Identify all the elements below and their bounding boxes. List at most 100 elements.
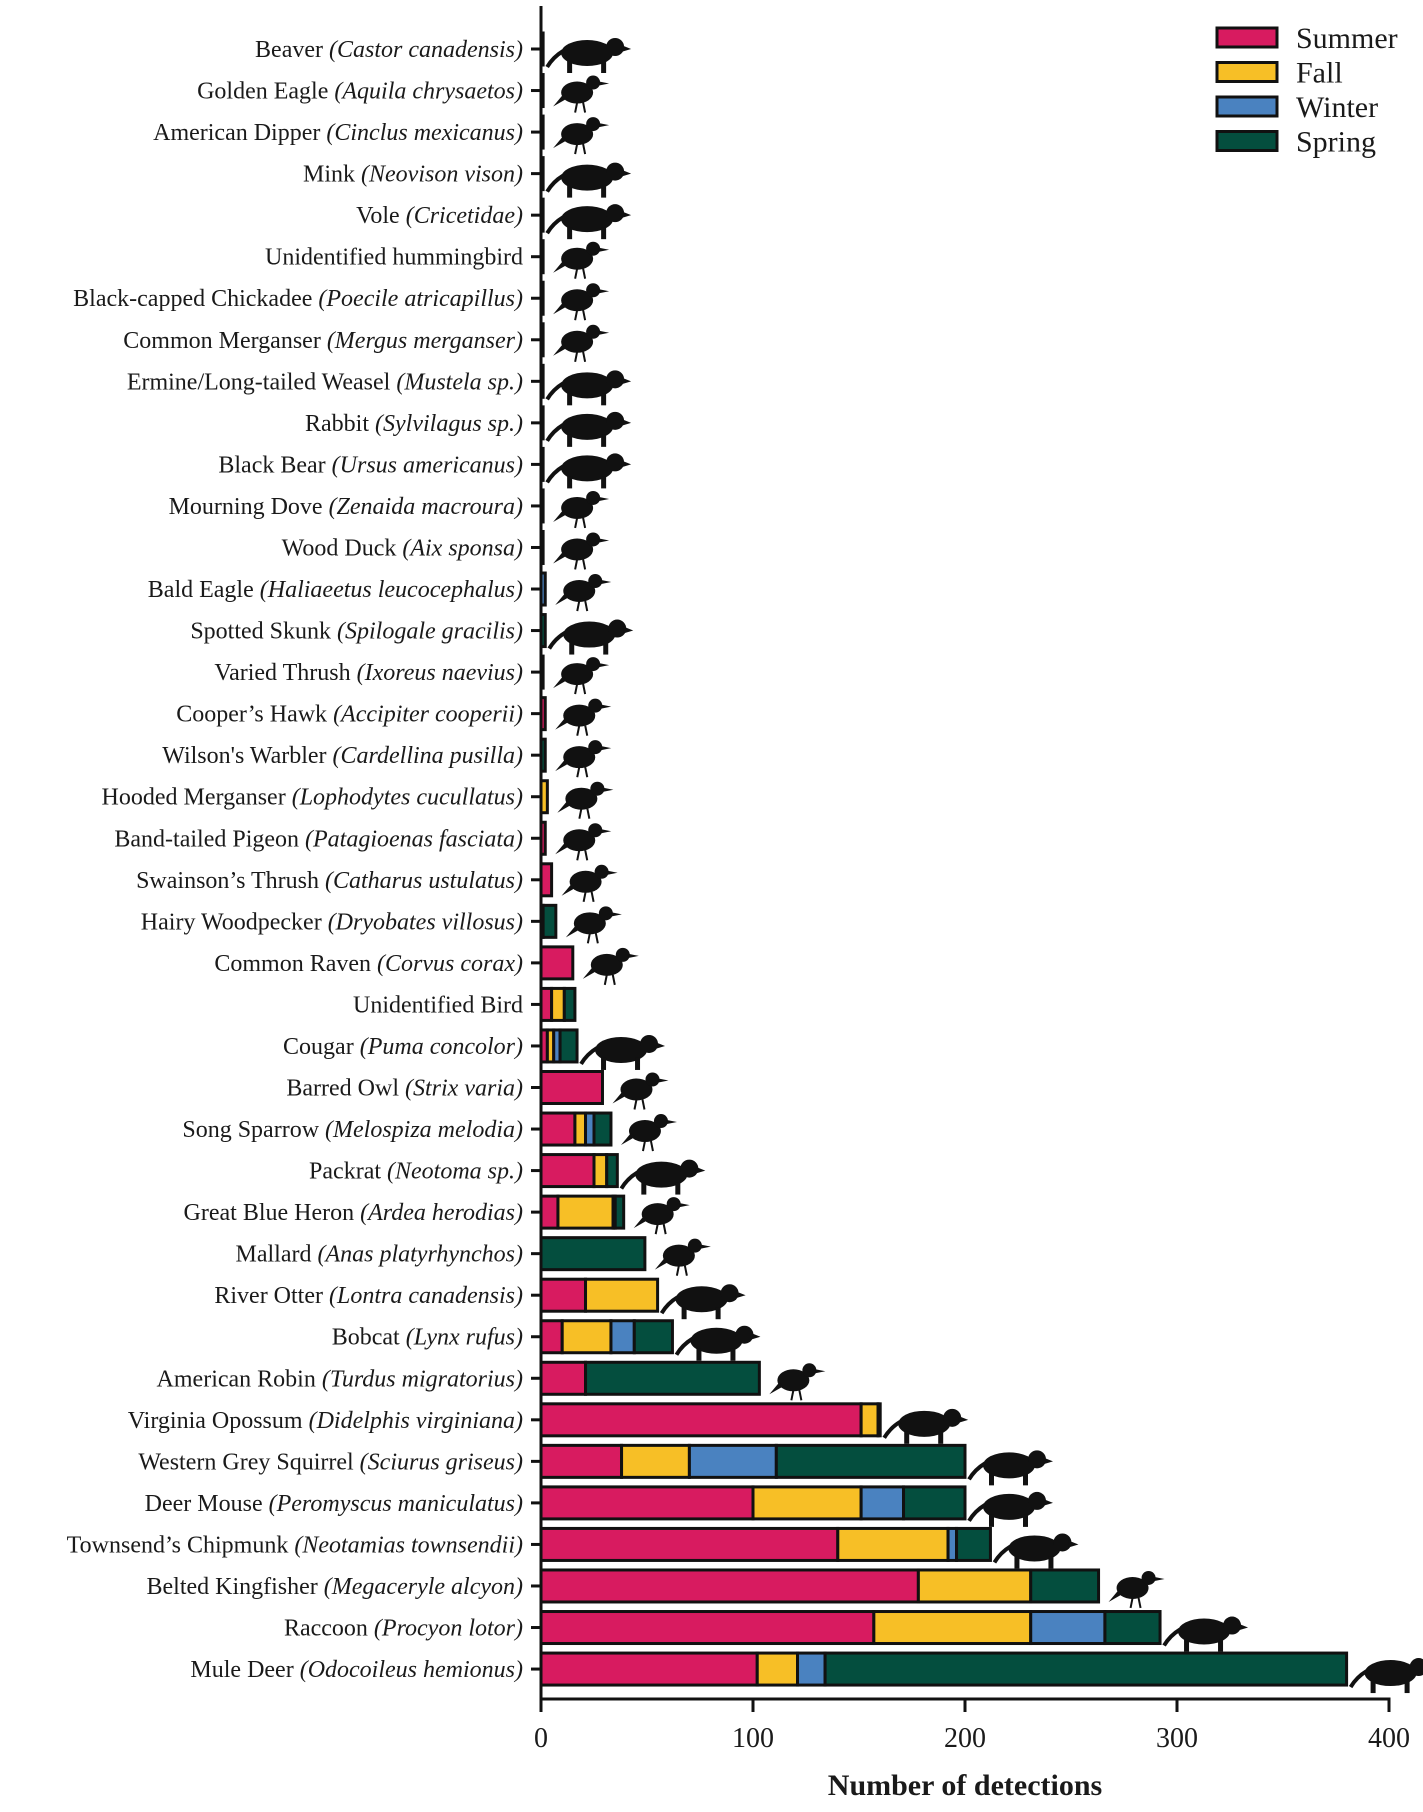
y-tick-label: Varied Thrush (Ixoreus naevius) bbox=[214, 660, 523, 686]
common-name: Hairy Woodpecker bbox=[141, 909, 322, 935]
hooded-merganser-icon bbox=[557, 781, 614, 819]
bar-segment-spring bbox=[613, 1194, 626, 1230]
bar-segment-summer bbox=[539, 1485, 755, 1521]
bar-segment-summer bbox=[539, 1194, 560, 1230]
raccoon-icon bbox=[1162, 1616, 1249, 1652]
common-name: Ermine/Long-tailed Weasel bbox=[127, 369, 391, 395]
bar-segment-spring bbox=[632, 1319, 674, 1355]
y-tick-label: Rabbit (Sylvilagus sp.) bbox=[305, 411, 523, 437]
common-name: Bobcat bbox=[332, 1325, 400, 1351]
scientific-name: (Neotoma sp.) bbox=[381, 1159, 523, 1185]
common-name: Wood Duck bbox=[282, 535, 397, 561]
river-otter-icon bbox=[659, 1284, 746, 1320]
scientific-name: (Catharus ustulatus) bbox=[319, 868, 523, 894]
scientific-name: (Mergus merganser) bbox=[321, 328, 523, 354]
legend-item-winter: Winter bbox=[1215, 91, 1378, 124]
legend-label: Spring bbox=[1296, 126, 1376, 159]
song-sparrow-icon bbox=[620, 1114, 677, 1152]
bar-segment-summer bbox=[539, 1402, 863, 1438]
y-tick-label: Packrat (Neotoma sp.) bbox=[309, 1159, 523, 1185]
bar-row bbox=[539, 1568, 1101, 1604]
common-name: Belted Kingfisher bbox=[146, 1574, 317, 1600]
bar-segment-fall bbox=[560, 1319, 613, 1355]
common-name: Western Grey Squirrel bbox=[138, 1449, 354, 1475]
scientific-name: (Neovison vison) bbox=[355, 162, 523, 188]
scientific-name: (Cinclus mexicanus) bbox=[320, 120, 523, 146]
common-name: Barred Owl bbox=[286, 1076, 399, 1102]
scientific-name: (Spilogale gracilis) bbox=[331, 619, 523, 645]
bar-row bbox=[539, 1153, 619, 1189]
scientific-name: (Puma concolor) bbox=[354, 1034, 523, 1060]
bar-row bbox=[539, 862, 554, 898]
scientific-name: (Strix varia) bbox=[399, 1076, 523, 1102]
barred-owl-icon bbox=[612, 1072, 669, 1110]
common-name: River Otter bbox=[214, 1283, 323, 1309]
black-bear-icon bbox=[545, 453, 632, 489]
scientific-name: (Dryobates villosus) bbox=[322, 909, 523, 935]
common-name: Unidentified Bird bbox=[353, 992, 523, 1018]
woodpecker-icon bbox=[565, 906, 622, 944]
y-tick-label: Song Sparrow (Melospiza melodia) bbox=[182, 1117, 523, 1143]
bars-layer bbox=[539, 31, 1349, 1687]
robin-icon bbox=[769, 1363, 826, 1401]
common-name: Common Merganser bbox=[123, 328, 321, 354]
scientific-name: (Haliaeetus leucocephalus) bbox=[254, 577, 523, 603]
scientific-name: (Cricetidae) bbox=[400, 203, 523, 229]
common-name: Virginia Opossum bbox=[128, 1408, 303, 1434]
bar-segment-fall bbox=[916, 1568, 1033, 1604]
bar-segment-fall bbox=[836, 1526, 950, 1562]
bar-segment-summer bbox=[539, 1360, 588, 1396]
y-axis-labels: Beaver (Castor canadensis) Golden Eagle (… bbox=[67, 37, 523, 1683]
bar-row bbox=[539, 1070, 604, 1105]
scientific-name: (Turdus migratorius) bbox=[316, 1366, 523, 1392]
y-tick-label: Bald Eagle (Haliaeetus leucocephalus) bbox=[148, 577, 523, 603]
golden-eagle-icon bbox=[553, 75, 610, 113]
x-tick-label: 0 bbox=[534, 1723, 548, 1754]
common-name: Raccoon bbox=[284, 1616, 368, 1642]
bar-segment-summer bbox=[539, 1277, 588, 1313]
y-tick-label: Unidentified hummingbird bbox=[265, 245, 523, 271]
bar-row bbox=[539, 1028, 579, 1064]
bar-segment-winter bbox=[609, 1319, 636, 1355]
legend-item-summer: Summer bbox=[1215, 22, 1398, 55]
wood-duck-icon bbox=[553, 532, 610, 570]
common-name: Spotted Skunk bbox=[190, 619, 331, 645]
bar-segment-spring bbox=[774, 1443, 967, 1479]
common-name: Deer Mouse bbox=[145, 1491, 263, 1517]
scientific-name: (Melospiza melodia) bbox=[319, 1117, 523, 1143]
weasel-icon bbox=[545, 370, 632, 406]
scientific-name: (Cardellina pusilla) bbox=[327, 743, 523, 769]
y-tick-label: Mink (Neovison vison) bbox=[303, 162, 523, 188]
bar-row bbox=[539, 903, 558, 939]
bar-segment-spring bbox=[541, 903, 558, 939]
y-tick-label: Unidentified Bird bbox=[353, 992, 523, 1018]
y-tick-label: Cooper’s Hawk (Accipiter cooperii) bbox=[176, 702, 523, 728]
bar-segment-summer bbox=[539, 945, 575, 981]
scientific-name: (Ardea herodias) bbox=[354, 1200, 523, 1226]
chipmunk-icon bbox=[992, 1533, 1079, 1569]
bar-row bbox=[539, 945, 575, 981]
y-tick-label: Common Merganser (Mergus merganser) bbox=[123, 328, 523, 354]
legend-swatch bbox=[1215, 26, 1279, 49]
bar-segment-winter bbox=[687, 1443, 778, 1479]
common-name: Mink bbox=[303, 162, 355, 188]
common-name: Packrat bbox=[309, 1159, 381, 1185]
scientific-name: (Castor canadensis) bbox=[323, 37, 523, 63]
common-name: Mallard bbox=[235, 1242, 311, 1268]
bar-segment-summer bbox=[539, 1319, 564, 1355]
x-axis-title: Number of detections bbox=[828, 1769, 1102, 1802]
y-tick-label: Wood Duck (Aix sponsa) bbox=[282, 535, 523, 561]
common-name: Great Blue Heron bbox=[184, 1200, 355, 1226]
bar-row bbox=[539, 1319, 674, 1355]
y-tick-label: Spotted Skunk (Spilogale gracilis) bbox=[190, 619, 523, 645]
common-name: Golden Eagle bbox=[197, 79, 328, 105]
y-tick-label: Golden Eagle (Aquila chrysaetos) bbox=[197, 79, 523, 105]
x-tick-label: 200 bbox=[944, 1723, 986, 1754]
bar-row bbox=[539, 986, 577, 1022]
y-tick-label: Great Blue Heron (Ardea herodias) bbox=[184, 1200, 523, 1226]
bar-segment-spring bbox=[605, 1153, 619, 1189]
y-tick-label: Townsend’s Chipmunk (Neotamias townsendi… bbox=[67, 1532, 523, 1558]
scientific-name: (Anas platyrhynchos) bbox=[311, 1242, 523, 1268]
